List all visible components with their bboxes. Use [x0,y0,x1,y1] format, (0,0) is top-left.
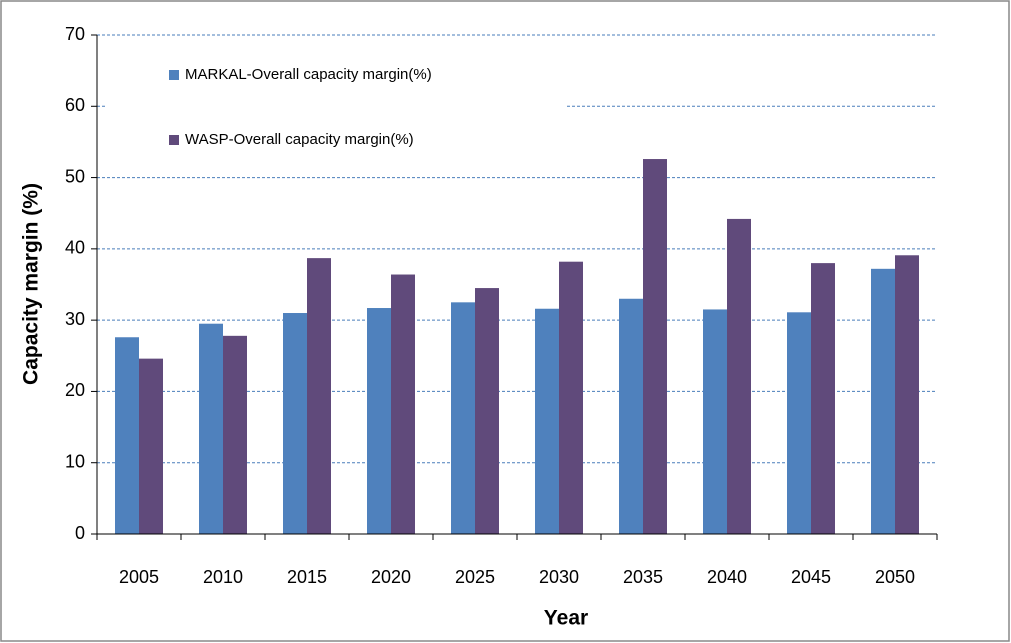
bar [307,258,331,534]
y-tick-label: 10 [65,451,85,471]
x-tick-label: 2050 [875,567,915,587]
bar [391,274,415,534]
bar [535,308,559,534]
bar [475,288,499,534]
x-tick-label: 2005 [119,567,159,587]
bar [787,312,811,534]
bar [643,159,667,534]
bar [727,218,751,534]
bar [871,268,895,534]
y-tick-label: 0 [75,523,85,543]
bar [811,263,835,534]
x-axis-title: Year [544,607,588,630]
y-tick-label: 50 [65,166,85,186]
bar [559,261,583,534]
legend-swatch [169,135,179,145]
x-tick-label: 2045 [791,567,831,587]
y-tick-label: 30 [65,309,85,329]
y-tick-label: 40 [65,238,85,258]
bar [703,309,727,534]
x-tick-label: 2030 [539,567,579,587]
y-axis-title: Capacity margin (%) [20,183,43,385]
x-tick-label: 2035 [623,567,663,587]
legend-label: WASP-Overall capacity margin(%) [185,131,414,148]
x-tick-label: 2025 [455,567,495,587]
bar [895,255,919,534]
x-tick-label: 2040 [707,567,747,587]
x-tick-label: 2015 [287,567,327,587]
bar [451,302,475,534]
x-tick-label: 2010 [203,567,243,587]
legend-swatch [169,70,179,80]
bar [115,337,139,534]
legend-label: MARKAL-Overall capacity margin(%) [185,66,432,83]
legend-box [105,46,565,164]
bar [367,308,391,534]
x-tick-label: 2020 [371,567,411,587]
bar [199,323,223,534]
bar [223,335,247,534]
bar [139,358,163,534]
bar [619,298,643,534]
bar [283,313,307,534]
y-tick-label: 60 [65,95,85,115]
y-tick-label: 20 [65,380,85,400]
y-tick-label: 70 [65,24,85,44]
